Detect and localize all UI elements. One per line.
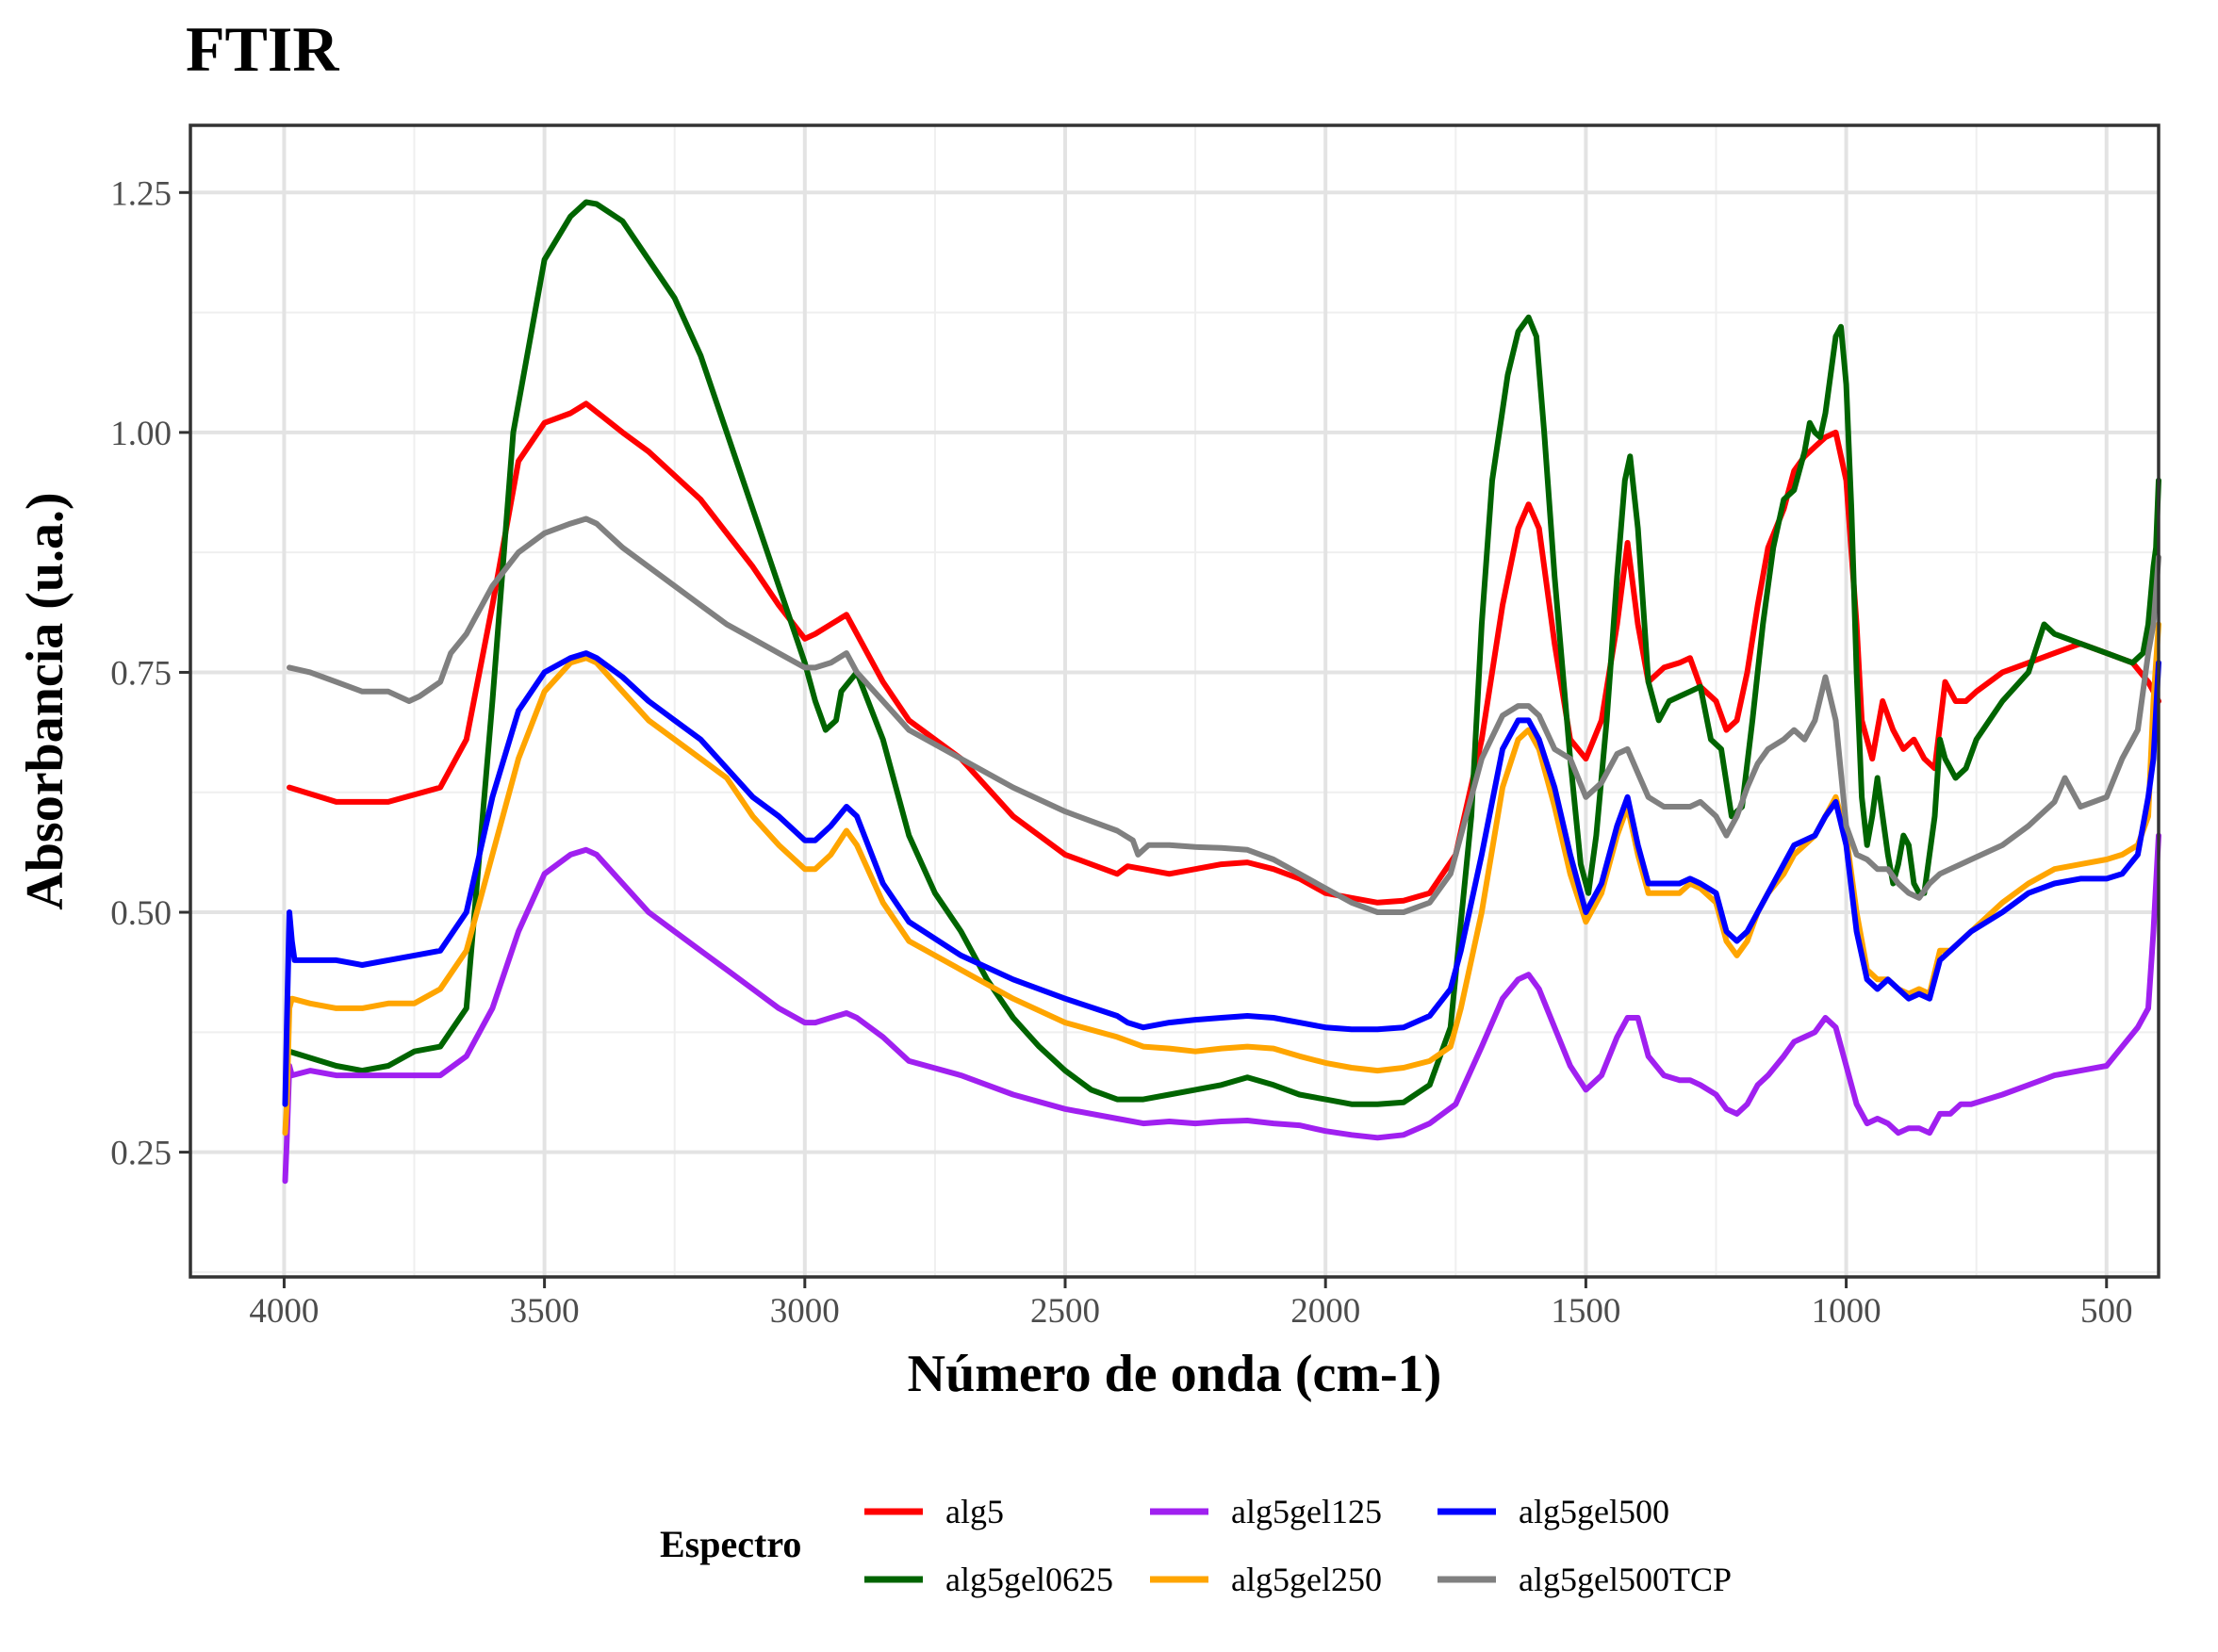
plot-panel [189,123,2160,1279]
y-axis-title: Absorbancia (u.a.) [16,492,74,909]
x-tick-label: 3500 [510,1292,580,1331]
legend-items: alg5 alg5gel0625 alg5gel125 alg5gel250 alg5g… [864,1493,1732,1598]
series-line-alg5 [287,401,2161,906]
legend-label-alg5gel500TCP: alg5gel500TCP [1519,1561,1732,1598]
series-line-alg5gel0625 [284,199,2161,1107]
legend-label-alg5: alg5 [945,1493,1004,1530]
major-gridlines [190,125,2159,1277]
legend-label-alg5gel125: alg5gel125 [1231,1493,1382,1530]
x-tick-label: 500 [2080,1292,2133,1331]
x-axis: 4000 3500 3000 2500 2000 1500 1000 500 [249,1277,2133,1331]
x-axis-title: Número de onda (cm-1) [908,1345,1442,1403]
series-lines [282,199,2161,1185]
x-tick-label: 4000 [249,1292,319,1331]
legend: Espectro alg5 alg5gel0625 alg5gel125 alg5ge… [660,1493,1732,1598]
y-tick-label: 0.25 [110,1135,172,1173]
y-tick-label: 0.75 [110,654,172,693]
y-tick-label: 1.25 [110,174,172,213]
legend-title: Espectro [660,1523,801,1565]
x-tick-label: 3000 [770,1292,840,1331]
series-line-alg5gel500TCP [287,515,2161,915]
y-tick-label: 1.00 [110,415,172,453]
y-axis: 0.25 0.50 0.75 1.00 1.25 [110,174,190,1173]
legend-label-alg5gel500: alg5gel500 [1519,1493,1669,1530]
x-tick-label: 1000 [1812,1292,1881,1331]
chart-title: FTIR [186,13,339,85]
x-tick-label: 2000 [1290,1292,1360,1331]
series-line-alg5gel250 [282,621,2161,1137]
y-tick-label: 0.50 [110,894,172,933]
x-tick-label: 2500 [1030,1292,1100,1331]
legend-label-alg5gel250: alg5gel250 [1231,1561,1382,1598]
x-tick-label: 1500 [1551,1292,1620,1331]
legend-label-alg5gel0625: alg5gel0625 [945,1561,1113,1598]
series-line-alg5gel125 [282,832,2161,1185]
series-line-alg5gel500 [282,650,2161,1107]
